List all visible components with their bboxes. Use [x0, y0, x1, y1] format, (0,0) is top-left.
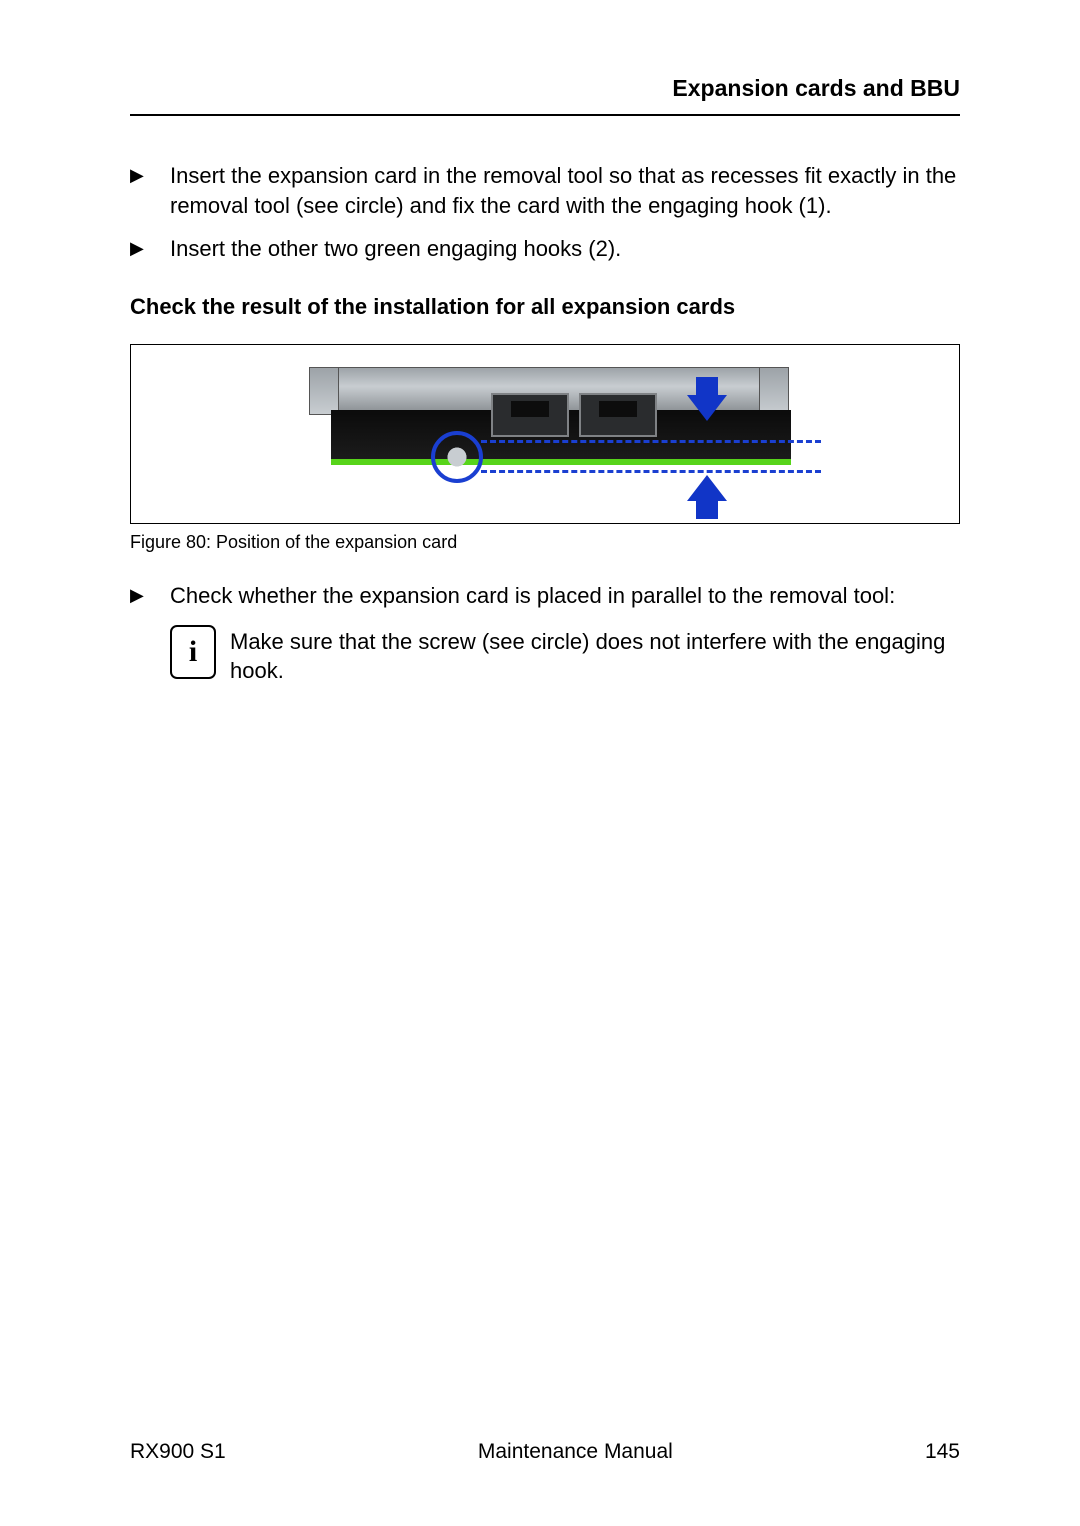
- ethernet-port: [579, 393, 657, 437]
- triangle-bullet-icon: ▶: [130, 161, 170, 187]
- ethernet-port: [491, 393, 569, 437]
- dashed-guide-line: [481, 470, 821, 473]
- footer-center: Maintenance Manual: [478, 1440, 673, 1464]
- bullet-text: Insert the other two green engaging hook…: [170, 234, 960, 264]
- page: Expansion cards and BBU ▶ Insert the exp…: [0, 0, 1080, 1526]
- triangle-bullet-icon: ▶: [130, 581, 170, 607]
- note-text: Make sure that the screw (see circle) do…: [230, 625, 960, 686]
- page-header: Expansion cards and BBU: [130, 75, 960, 116]
- info-note: i Make sure that the screw (see circle) …: [170, 625, 960, 686]
- footer-right: 145: [925, 1440, 960, 1464]
- figure-caption: Figure 80: Position of the expansion car…: [130, 532, 960, 553]
- page-footer: RX900 S1 Maintenance Manual 145: [130, 1440, 960, 1464]
- bullet-item: ▶ Insert the expansion card in the remov…: [130, 161, 960, 220]
- header-title: Expansion cards and BBU: [672, 75, 960, 101]
- bullet-item: ▶ Check whether the expansion card is pl…: [130, 581, 960, 611]
- bracket-notch: [759, 367, 789, 415]
- bullet-text: Check whether the expansion card is plac…: [170, 581, 960, 611]
- bullet-text: Insert the expansion card in the removal…: [170, 161, 960, 220]
- info-icon: i: [170, 625, 216, 679]
- bracket-notch: [309, 367, 339, 415]
- figure-box: [130, 344, 960, 524]
- content-area: ▶ Insert the expansion card in the remov…: [130, 116, 960, 686]
- bullet-item: ▶ Insert the other two green engaging ho…: [130, 234, 960, 264]
- dashed-guide-line: [481, 440, 821, 443]
- highlight-circle-icon: [431, 431, 483, 483]
- footer-left: RX900 S1: [130, 1440, 226, 1464]
- triangle-bullet-icon: ▶: [130, 234, 170, 260]
- section-heading: Check the result of the installation for…: [130, 294, 960, 320]
